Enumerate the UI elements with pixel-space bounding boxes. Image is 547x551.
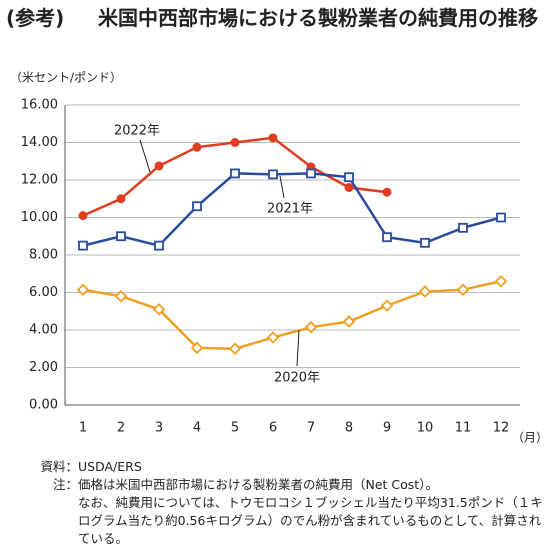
x-tick-label: 5 <box>231 421 239 436</box>
x-tick-label: 4 <box>193 421 201 436</box>
point <box>228 342 242 356</box>
point <box>116 194 126 204</box>
point <box>116 231 126 242</box>
title-tag: (参考) <box>6 6 65 30</box>
y-tick-label: 14.00 <box>21 135 58 150</box>
point <box>306 168 316 179</box>
x-tick-label: 3 <box>155 421 163 436</box>
point <box>78 240 88 251</box>
x-tick-label: 9 <box>383 421 391 436</box>
source: USDA/ERS <box>78 459 142 474</box>
point <box>382 187 392 197</box>
y-tick-label: 4.00 <box>29 323 58 338</box>
y-tick-label: 2.00 <box>29 360 58 375</box>
point <box>268 133 278 143</box>
point <box>458 222 468 233</box>
point <box>230 138 240 147</box>
point <box>420 237 430 248</box>
point <box>76 283 90 296</box>
x-tick-label: 8 <box>345 421 353 436</box>
series-line <box>82 280 502 351</box>
x-tick-label: 6 <box>269 421 277 436</box>
point <box>494 274 508 288</box>
x-tick-label: 12 <box>493 421 510 436</box>
chart-title: 米国中西部市場における製粉業者の純費用の推移 <box>98 6 538 30</box>
point <box>114 289 128 303</box>
point <box>342 315 356 328</box>
y-tick-label: 12.00 <box>21 173 58 188</box>
point <box>268 169 278 180</box>
point <box>380 299 394 312</box>
y-tick-label: 16.00 <box>21 98 58 113</box>
point <box>230 168 240 179</box>
point <box>304 320 318 334</box>
leader-line <box>139 139 151 173</box>
notes: 資料： USDA/ERS 注： 価格は米国中西部市場における製粉業者の純費用（Ne… <box>4 458 544 548</box>
series-label: 2022年 <box>114 124 160 139</box>
x-unit: （月） <box>512 431 547 445</box>
point <box>382 232 392 243</box>
x-tick-label: 11 <box>455 421 472 436</box>
point <box>192 142 202 152</box>
point <box>266 331 280 344</box>
point <box>344 172 354 183</box>
series-line <box>82 172 502 248</box>
point <box>78 211 88 221</box>
y-tick-label: 8.00 <box>29 248 58 263</box>
point <box>496 212 506 223</box>
x-tick-label: 1 <box>79 421 87 436</box>
series-label: 2020年 <box>274 371 320 386</box>
chart: （米セント/ポンド） （月） 0.00 2.00 4.00 6.00 8.00 10.00… <box>10 71 547 445</box>
source-label: 資料： <box>40 459 78 474</box>
point <box>192 201 202 212</box>
point <box>418 285 432 298</box>
x-tick-label: 7 <box>307 421 315 436</box>
point <box>154 240 164 251</box>
point <box>456 283 470 296</box>
y-tick-label: 10.00 <box>21 210 58 225</box>
y-tick-label: 0.00 <box>29 398 58 413</box>
point <box>344 183 354 192</box>
leader-line <box>296 329 300 367</box>
y-tick-label: 6.00 <box>29 285 58 300</box>
title-block: (参考) 米国中西部市場における製粉業者の純費用の推移 <box>6 4 541 32</box>
note: なお、純費用については、トウモロコシ１ブッシェル当たり平均31.5ポンド（１キロ… <box>78 495 543 546</box>
note: 価格は米国中西部市場における製粉業者の純費用（Net Cost）。 <box>78 477 438 492</box>
x-tick-label: 10 <box>417 421 434 436</box>
leader-line <box>279 175 285 199</box>
point <box>190 341 204 355</box>
y-unit: （米セント/ポンド） <box>10 71 122 85</box>
note-label: 注： <box>52 477 78 492</box>
point <box>152 303 166 316</box>
x-tick-label: 2 <box>117 421 125 436</box>
point <box>154 161 164 171</box>
series-label: 2021年 <box>267 202 313 217</box>
